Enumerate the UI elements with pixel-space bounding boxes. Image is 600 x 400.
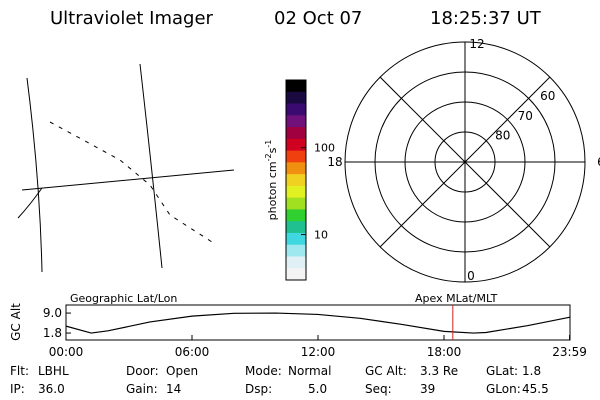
status-value: 14 [166, 382, 181, 396]
date: 02 Oct 07 [274, 8, 362, 29]
x-tick-label: 23:59 [552, 345, 587, 359]
lat-ring [374, 71, 556, 253]
panel-label: Apex MLat/MLT [415, 292, 498, 305]
status-value: 1.8 [522, 364, 541, 378]
lat-label: 60 [540, 89, 555, 103]
y-axis-label: GC Alt [9, 303, 23, 341]
altitude-line [65, 312, 571, 334]
colorbar-segment [286, 268, 306, 281]
colorbar-segment [286, 162, 306, 175]
status-key: GC Alt: [365, 364, 407, 378]
status-key: Seq: [365, 382, 392, 396]
colorbar-tick-label: 10 [314, 229, 328, 242]
colorbar-segment [286, 138, 306, 152]
colorbar-frame [285, 79, 307, 281]
panel-label: Geographic Lat/Lon [70, 292, 177, 305]
y-tick-label: 1.8 [43, 326, 62, 340]
status-key: GLon: [486, 382, 521, 396]
status-value: LBHL [38, 364, 69, 378]
status-value: Open [166, 364, 198, 378]
lat-ring [404, 101, 526, 223]
colorbar-segment [286, 232, 306, 246]
mlt-label: 0 [467, 269, 475, 283]
status-key: GLat: [486, 364, 518, 378]
x-tick-label: 18:00 [427, 345, 462, 359]
status-value: 5.0 [308, 382, 327, 396]
title: Ultraviolet Imager [50, 8, 214, 29]
status-value: Normal [288, 364, 331, 378]
colorbar-segment [286, 127, 306, 140]
mlt-label: 12 [469, 37, 484, 51]
geographic-grid [17, 63, 235, 273]
x-tick-label: 12:00 [301, 345, 336, 359]
status-key: IP: [10, 382, 25, 396]
x-tick-label: 00:00 [49, 345, 84, 359]
colorbar-segment [286, 221, 306, 234]
colorbar-segment [286, 185, 306, 199]
status-key: Door: [126, 364, 159, 378]
colorbar-tick-label: 100 [314, 142, 335, 155]
lat-ring [434, 131, 496, 193]
lat-label: 70 [518, 109, 533, 123]
colorbar-segment [286, 256, 306, 269]
mlt-label: 18 [327, 155, 342, 169]
plot-frame [65, 304, 571, 341]
status-value: 3.3 Re [420, 364, 458, 378]
status-key: Dsp: [245, 382, 272, 396]
status-key: Gain: [126, 382, 158, 396]
x-tick-label: 06:00 [175, 345, 210, 359]
colorbar-label: photon cm-2s-1 [264, 140, 279, 221]
colorbar-segment [286, 209, 306, 222]
status-key: Mode: [245, 364, 282, 378]
status-value: 45.5 [522, 382, 549, 396]
colorbar-segment [286, 91, 306, 105]
colorbar-segment [286, 103, 306, 116]
mlt-label: 6 [597, 155, 600, 169]
colorbar-segment [286, 80, 306, 93]
time: 18:25:37 UT [430, 8, 542, 29]
colorbar-segment [286, 150, 306, 163]
colorbar-segment [286, 115, 306, 128]
colorbar-segment [286, 197, 306, 210]
colorbar-segment [286, 174, 306, 187]
status-value: 36.0 [38, 382, 65, 396]
status-value: 39 [420, 382, 435, 396]
colorbar-segment [286, 244, 306, 257]
status-key: Flt: [10, 364, 29, 378]
lat-label: 80 [495, 129, 510, 143]
y-tick-label: 9.0 [43, 306, 62, 320]
